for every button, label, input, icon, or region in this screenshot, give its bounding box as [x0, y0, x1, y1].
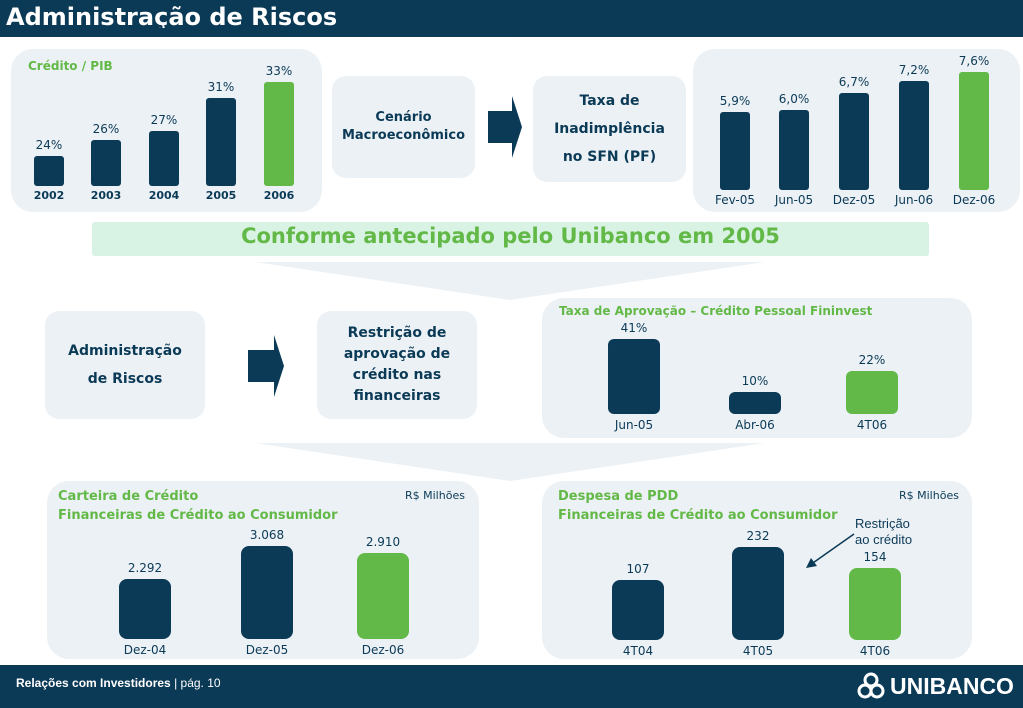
- chart-bar: [119, 579, 171, 639]
- chart-bar: [241, 546, 293, 639]
- data-label: 24%: [35, 138, 63, 152]
- annotation-line2: ao crédito: [855, 532, 913, 547]
- category-label: Jun-06: [894, 193, 934, 207]
- chart-bar: [149, 131, 179, 186]
- chart-bar: [959, 72, 989, 190]
- data-label: 232: [746, 529, 770, 543]
- category-label: 2005: [205, 189, 237, 202]
- category-label: 2006: [263, 189, 295, 202]
- category-label: 4T06: [856, 418, 888, 432]
- data-label: 7,2%: [898, 63, 930, 78]
- chart-bar: [899, 81, 929, 190]
- data-label: 22%: [858, 353, 886, 368]
- chart-bar: [849, 567, 901, 640]
- footer-section: Relações com Investidores: [16, 676, 171, 690]
- footer-separator: |: [170, 676, 181, 690]
- risk-admin-line2: de Riscos: [87, 371, 163, 387]
- unibanco-logo: UNIBANCO: [856, 669, 1014, 703]
- chart-bar: [34, 156, 64, 186]
- data-label: 3.068: [249, 528, 285, 542]
- restriction-line4: financeiras: [353, 388, 441, 404]
- funnel-shape: [255, 443, 765, 481]
- category-label: Dez-06: [361, 643, 405, 657]
- footer-text: Relações com Investidores | pág. 10: [16, 676, 221, 690]
- category-label: 2003: [90, 189, 122, 202]
- data-label: 33%: [265, 64, 293, 78]
- data-label: 6,0%: [778, 91, 810, 106]
- category-label: Jun-05: [774, 193, 814, 207]
- chart-bar: [732, 547, 784, 640]
- category-label: 4T04: [622, 644, 654, 658]
- data-label: 154: [863, 549, 887, 564]
- chart-bar: [846, 371, 898, 414]
- macro-scenario-label: Cenário Macroeconômico: [341, 110, 466, 143]
- data-label: 2.910: [365, 534, 401, 549]
- logo-wordmark: UNIBANCO: [890, 672, 1014, 699]
- chart-bar: [779, 109, 809, 190]
- category-label: Fev-05: [714, 193, 755, 207]
- chart-bar: [720, 112, 750, 190]
- chart-bar: [612, 580, 664, 640]
- funnel-shape: [255, 262, 765, 300]
- footer-bar: Relações com Investidores | pág. 10 UNIB…: [0, 665, 1023, 708]
- category-label: Dez-06: [952, 193, 996, 207]
- default-rate-box: Taxa de Inadimplência no SFN (PF): [533, 76, 686, 182]
- category-label: Dez-05: [245, 643, 289, 657]
- data-label: 107: [626, 562, 650, 576]
- data-label: 10%: [741, 374, 769, 388]
- anticipated-banner: Conforme antecipado pelo Unibanco em 200…: [92, 222, 929, 256]
- flow-arrow-icon: [248, 335, 284, 397]
- data-label: 6,7%: [838, 75, 870, 90]
- approval-rate-panel: [542, 298, 972, 438]
- category-label: Jun-05: [614, 418, 654, 432]
- credit-portfolio-title: Carteira de Crédito: [58, 489, 199, 504]
- approval-restriction-box: Restrição de aprovação de crédito nas fi…: [317, 311, 477, 419]
- footer-page: pág. 10: [180, 676, 221, 690]
- risk-admin-line1: Administração: [68, 343, 182, 359]
- credit-portfolio-unit: R$ Milhões: [405, 489, 465, 502]
- credit-portfolio-subtitle: Financeiras de Crédito ao Consumidor: [58, 508, 338, 523]
- annotation-line1: Restrição: [855, 516, 910, 531]
- restriction-line3: crédito nas: [352, 367, 442, 383]
- default-rate-line2: Inadimplência: [554, 121, 665, 137]
- data-label: 7,6%: [958, 54, 990, 68]
- risk-admin-box: Administração de Riscos: [45, 311, 205, 419]
- chart-bar: [206, 98, 236, 186]
- default-rate-line3: no SFN (PF): [562, 149, 657, 165]
- chart-bar: [357, 552, 409, 639]
- chart-bar: [839, 93, 869, 190]
- chart-bar: [91, 139, 121, 186]
- unibanco-logo-icon: [857, 672, 885, 699]
- restriction-line1: Restrição de: [347, 325, 447, 341]
- chart-bar: [729, 392, 781, 414]
- data-label: 2.292: [127, 561, 163, 575]
- default-rate-line1: Taxa de: [579, 93, 640, 109]
- data-label: 41%: [620, 321, 648, 335]
- category-label: 2004: [148, 189, 180, 202]
- pdd-expense-unit: R$ Milhões: [899, 489, 959, 502]
- data-label: 5,9%: [719, 94, 751, 108]
- category-label: Abr-06: [735, 418, 775, 432]
- chart-bar: [608, 339, 660, 414]
- data-label: 31%: [207, 80, 235, 95]
- pdd-expense-title: Despesa de PDD: [558, 489, 679, 504]
- data-label: 26%: [92, 121, 120, 136]
- restriction-annotation: Restrição ao crédito: [855, 516, 912, 548]
- category-label: Dez-05: [832, 193, 876, 207]
- credit-gdp-title: Crédito / PIB: [28, 59, 113, 73]
- category-label: 4T05: [742, 644, 774, 658]
- flow-arrow-icon: [488, 96, 522, 158]
- approval-rate-title: Taxa de Aprovação – Crédito Pessoal Fini…: [559, 304, 873, 318]
- header-curve: [0, 28, 1023, 37]
- category-label: 2002: [33, 189, 65, 202]
- data-label: 27%: [150, 113, 178, 128]
- pdd-expense-subtitle: Financeiras de Crédito ao Consumidor: [558, 508, 838, 523]
- category-label: 4T06: [859, 644, 891, 658]
- macro-scenario-box: Cenário Macroeconômico: [332, 76, 475, 178]
- annotation-arrow-icon: [806, 533, 855, 568]
- page-title: Administração de Riscos: [6, 3, 338, 31]
- chart-bar: [264, 82, 294, 186]
- category-label: Dez-04: [123, 643, 167, 657]
- restriction-line2: aprovação de: [343, 346, 451, 362]
